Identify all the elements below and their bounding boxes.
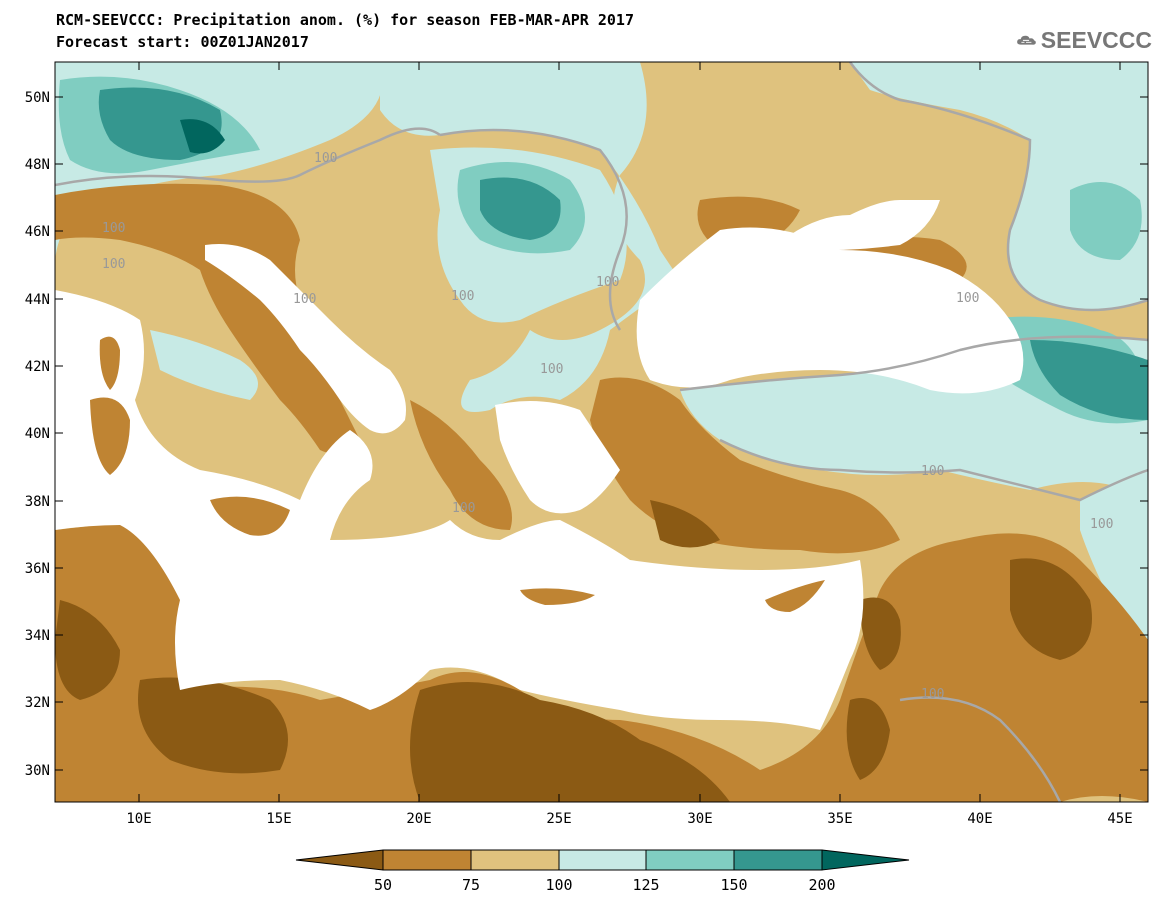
field-150-200-georgia <box>1030 340 1148 420</box>
x-tick-label: 45E <box>1107 811 1132 827</box>
colorbar-labels: 50 75 100 125 150 200 <box>374 876 836 894</box>
contour-label: 100 <box>293 292 316 307</box>
y-tick-label: 38N <box>25 494 50 510</box>
field-below-50-turkey-sw <box>650 500 720 548</box>
contour-100-lines <box>55 62 1148 802</box>
x-tick-label: 35E <box>827 811 852 827</box>
contour-label: 100 <box>921 687 944 702</box>
contour-label: 100 <box>540 362 563 377</box>
field-125-150-russia <box>1070 182 1142 260</box>
colorbar <box>295 849 910 871</box>
field-50-75-greece <box>410 400 512 530</box>
colorbar-swatch-below-50 <box>295 849 384 871</box>
aegean-sea <box>495 401 620 514</box>
crete <box>520 588 595 605</box>
y-tick-label: 44N <box>25 292 50 308</box>
x-tick-label: 40E <box>967 811 992 827</box>
x-tick-label: 15E <box>266 811 291 827</box>
x-tick-labels: 10E 15E 20E 25E 30E 35E 40E 45E <box>126 811 1132 827</box>
contour-label: 100 <box>314 151 337 166</box>
y-tick-label: 30N <box>25 763 50 779</box>
field-below-50-iraq <box>1010 558 1092 660</box>
colorbar-swatch-above-200 <box>821 849 910 871</box>
contour-label: 100 <box>102 257 125 272</box>
field-100-125-east <box>850 62 1148 310</box>
y-tick-label: 50N <box>25 90 50 106</box>
black-sea <box>636 227 1024 394</box>
x-tick-label: 10E <box>126 811 151 827</box>
y-axis <box>55 96 1148 771</box>
field-150-200-carpathians <box>480 177 561 240</box>
sea-of-azov <box>790 200 940 250</box>
x-tick-label: 25E <box>546 811 571 827</box>
colorbar-label: 125 <box>632 876 659 894</box>
colorbar-swatch-75-100 <box>470 849 560 871</box>
contour-label: 100 <box>956 291 979 306</box>
contour-label: 100 <box>596 275 619 290</box>
field-100-125-caucasus-south <box>1080 470 1148 650</box>
mediterranean-sea <box>55 290 864 730</box>
field-100-125-italy <box>150 330 258 400</box>
colorbar-swatch-125-150 <box>645 849 735 871</box>
y-tick-label: 42N <box>25 359 50 375</box>
y-tick-label: 40N <box>25 426 50 442</box>
x-tick-label: 30E <box>687 811 712 827</box>
colorbar-swatch-50-75 <box>382 849 472 871</box>
colorbar-label: 150 <box>720 876 747 894</box>
contour-label: 100 <box>1090 517 1113 532</box>
y-tick-label: 34N <box>25 628 50 644</box>
field-above-200-alps <box>180 119 225 154</box>
contour-label: 100 <box>452 501 475 516</box>
contour-label: 100 <box>102 221 125 236</box>
chart-title: RCM-SEEVCCC: Precipitation anom. (%) for… <box>56 11 634 29</box>
corsica <box>99 336 120 390</box>
y-tick-label: 36N <box>25 561 50 577</box>
logo-text: SEEVCCC <box>1040 26 1152 53</box>
y-tick-label: 32N <box>25 695 50 711</box>
contour-label: 100 <box>451 289 474 304</box>
field-50-75-italy-alps <box>55 183 360 454</box>
colorbar-label: 200 <box>808 876 835 894</box>
y-tick-label: 48N <box>25 157 50 173</box>
sicily <box>210 496 290 536</box>
field-100-125-balkans <box>380 62 680 412</box>
contour-labels: 100 100 100 100 100 100 100 100 100 100 … <box>102 151 1113 702</box>
sardinia <box>90 397 130 475</box>
colorbar-swatch-150-200 <box>733 849 823 871</box>
field-below-50-jordan <box>846 698 890 780</box>
colorbar-swatch-100-125 <box>558 849 647 871</box>
map-fields <box>55 62 1148 802</box>
forecast-start-subtitle: Forecast start: 00Z01JAN2017 <box>56 33 309 51</box>
x-tick-label: 20E <box>406 811 431 827</box>
y-tick-labels: 50N 48N 46N 44N 42N 40N 38N 36N 34N 32N … <box>25 90 50 779</box>
colorbar-label: 75 <box>462 876 480 894</box>
cyprus <box>765 580 825 612</box>
field-below-50-syria <box>860 597 901 670</box>
x-axis <box>138 62 1121 802</box>
contour-label: 100 <box>921 464 944 479</box>
field-below-50-libya-west <box>138 677 288 774</box>
cloud-icon <box>1017 35 1036 45</box>
colorbar-label: 50 <box>374 876 392 894</box>
field-below-50-libya-east-egypt <box>410 682 730 802</box>
adriatic-sea <box>205 244 406 434</box>
field-below-50-tunisia <box>55 600 120 700</box>
map-frame <box>54 61 1149 803</box>
seevccc-logo: SEEVCCC <box>1016 20 1152 60</box>
colorbar-label: 100 <box>545 876 572 894</box>
y-tick-label: 46N <box>25 224 50 240</box>
